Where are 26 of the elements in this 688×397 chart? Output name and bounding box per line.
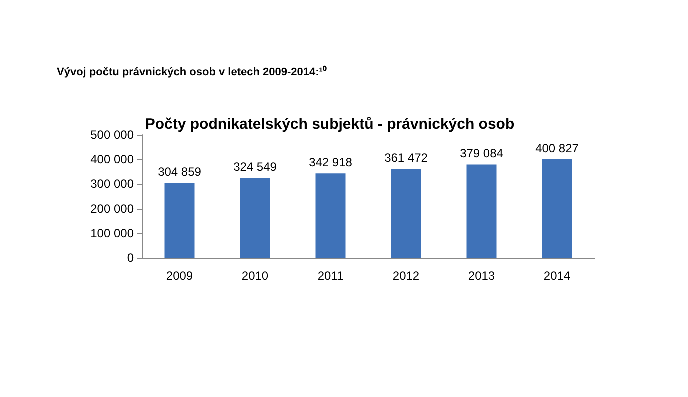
data-label: 342 918 [309, 156, 353, 170]
bar [466, 164, 497, 258]
data-label: 324 549 [234, 160, 278, 174]
bar [164, 183, 195, 258]
x-tick-label: 2009 [166, 269, 194, 283]
y-tick-label: 200 000 [90, 202, 134, 216]
bar [240, 178, 270, 258]
x-tick-label: 2011 [318, 269, 344, 283]
data-label: 400 827 [536, 141, 580, 156]
x-tick-label: 2012 [392, 269, 420, 283]
x-tick-label: 2014 [544, 269, 571, 283]
y-tick-label: 0 [127, 251, 134, 265]
y-tick-label: 400 000 [90, 152, 134, 167]
bar [542, 159, 572, 258]
y-tick-label: 300 000 [90, 177, 134, 192]
bar [316, 174, 346, 258]
data-label: 379 084 [460, 146, 504, 161]
chart-subtitle: Vývoj počtu právnických osob v letech 2009-2014:¹⁰ [57, 66, 327, 78]
data-label: 361 472 [384, 151, 428, 166]
y-tick-label: 100 000 [90, 226, 134, 240]
x-tick-label: 2010 [242, 269, 269, 283]
chart-title: Počty podnikatelských subjektů - právnických osob [145, 116, 515, 133]
y-tick-label: 500 000 [90, 128, 134, 142]
bar [391, 169, 422, 258]
x-tick-label: 2013 [468, 269, 496, 283]
data-label: 304 859 [158, 165, 202, 180]
